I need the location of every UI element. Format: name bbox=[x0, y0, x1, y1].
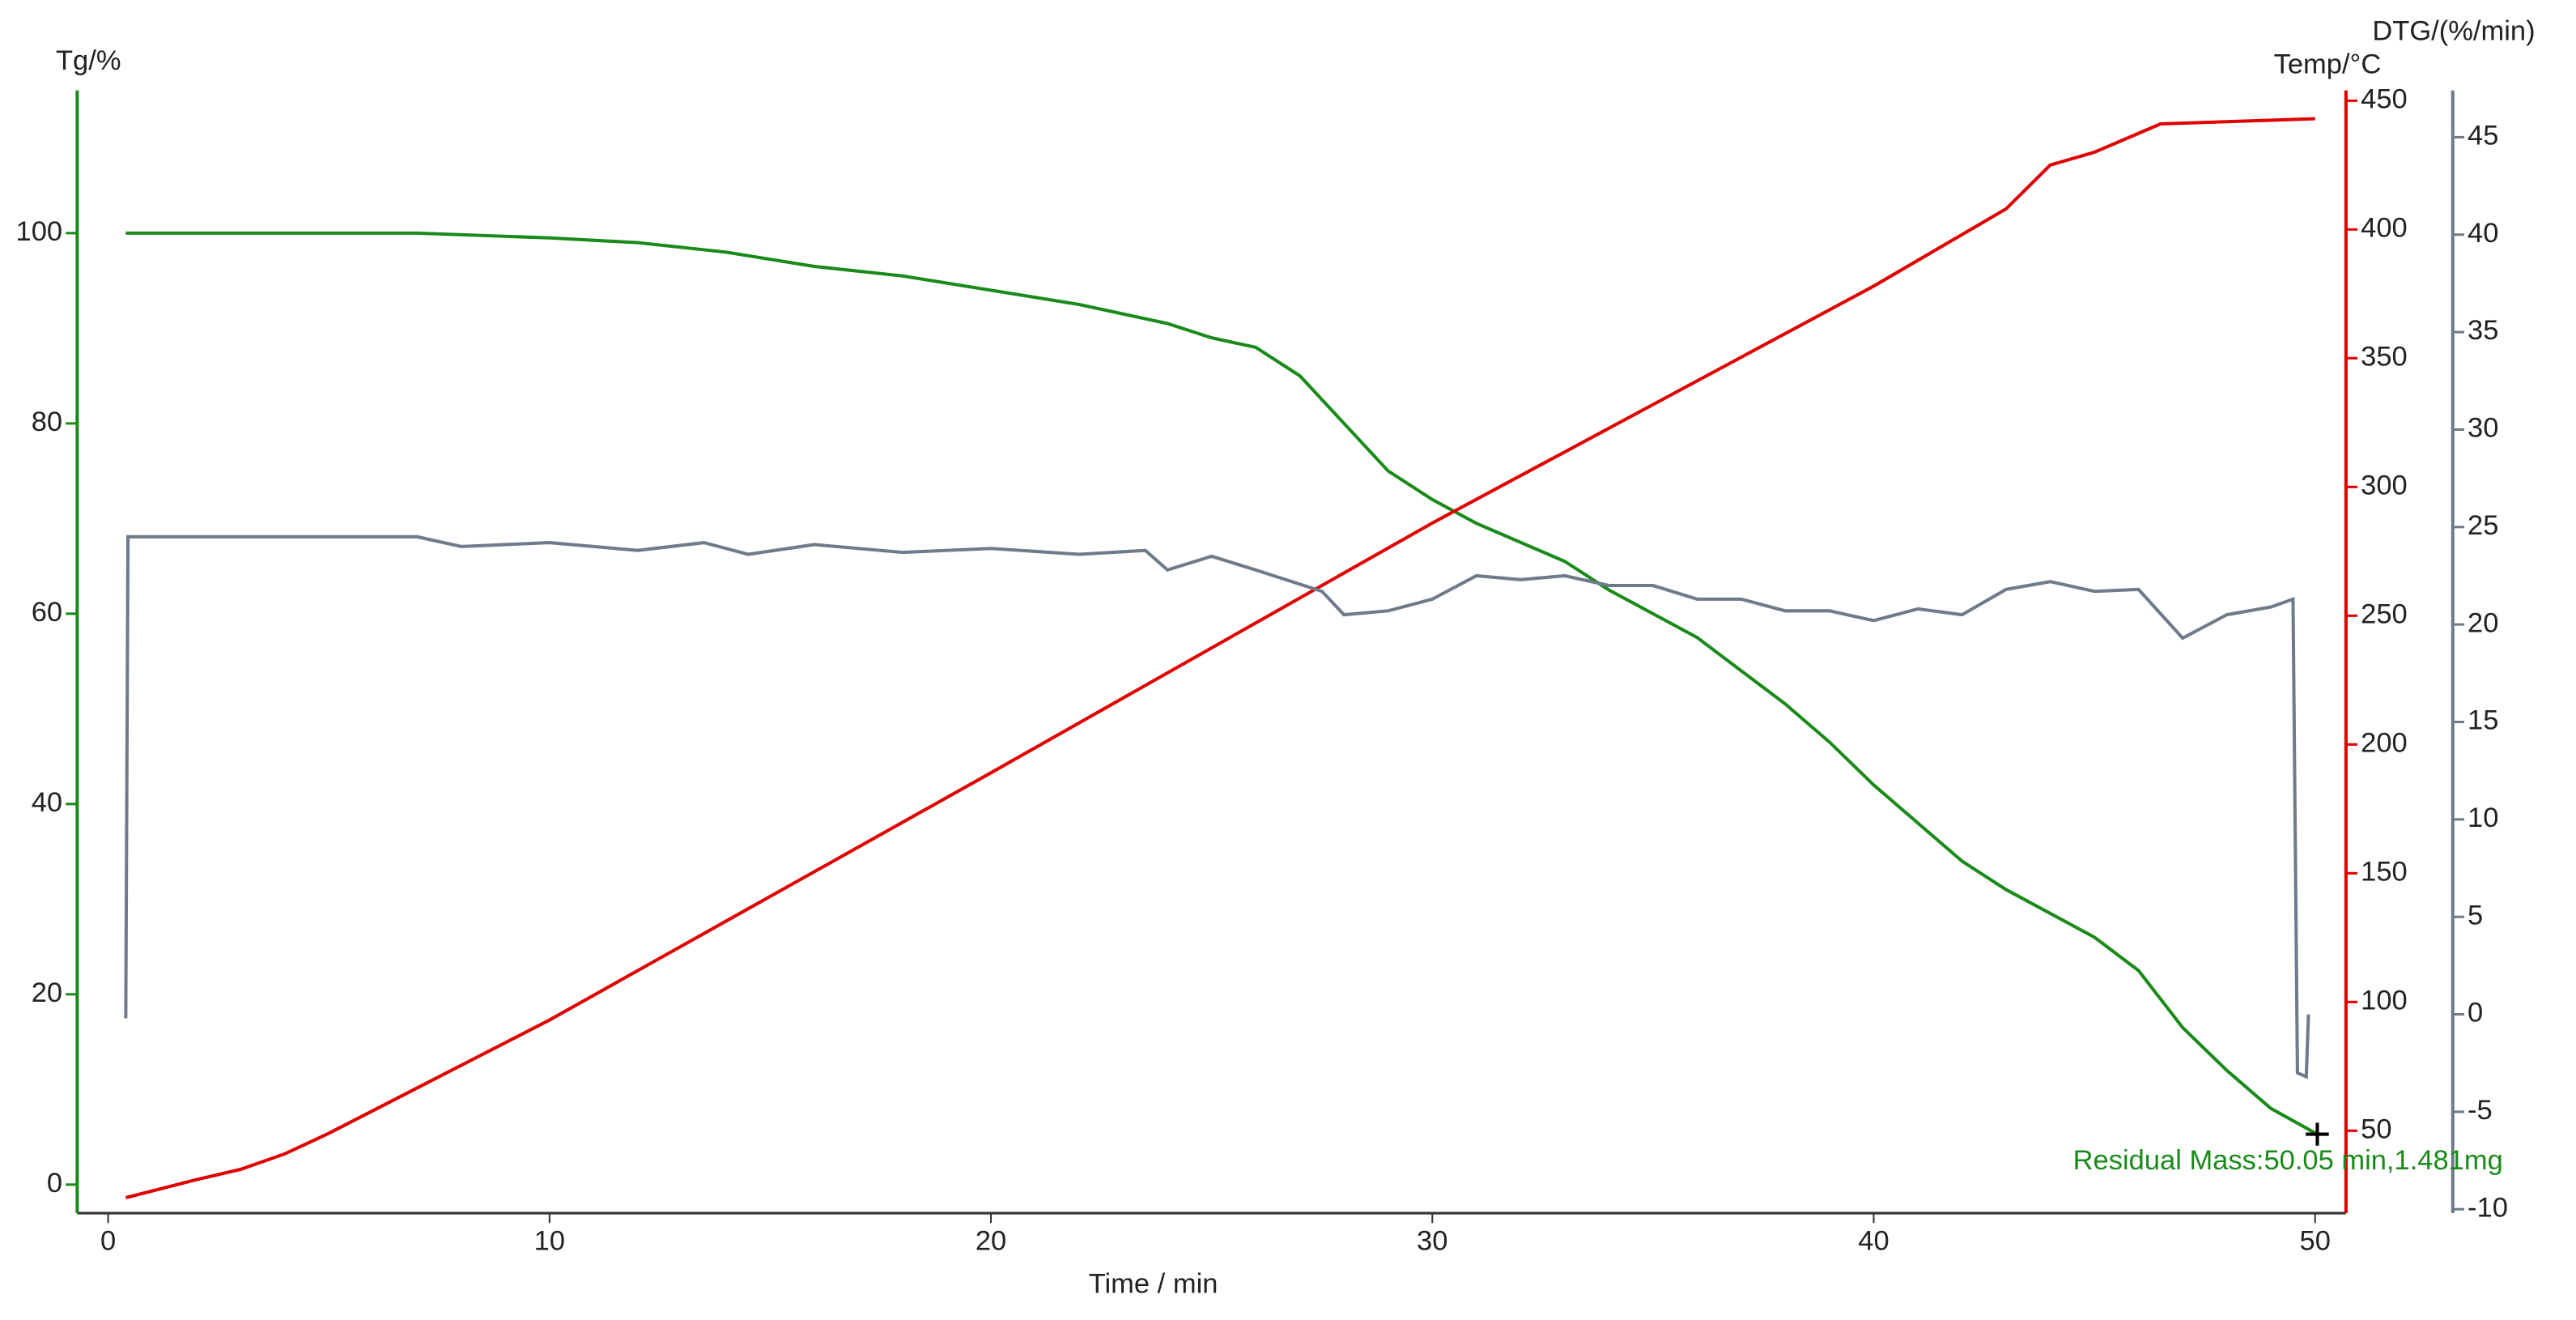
y3-tick-label: -5 bbox=[2468, 1095, 2493, 1126]
x-tick-label: 10 bbox=[534, 1226, 565, 1257]
y-tick-label: 0 bbox=[47, 1168, 62, 1199]
y2-tick-label: 100 bbox=[2361, 985, 2408, 1016]
x-tick-label: 0 bbox=[100, 1226, 116, 1257]
line-dtg bbox=[124, 534, 2310, 1079]
y2-tick-label: 200 bbox=[2361, 727, 2408, 758]
line-temp bbox=[125, 117, 2315, 1199]
y2-tick-label: 450 bbox=[2361, 83, 2408, 114]
line-tg bbox=[125, 231, 2319, 1136]
x-tick-label: 20 bbox=[976, 1226, 1006, 1257]
x-tick-label: 50 bbox=[2300, 1226, 2331, 1257]
y3-tick-label: 0 bbox=[2468, 998, 2483, 1028]
annotation-marker bbox=[2306, 1122, 2329, 1146]
y3-tick-label: 40 bbox=[2468, 218, 2498, 249]
y3-tick-label: 15 bbox=[2468, 705, 2498, 736]
x-tick-label: 30 bbox=[1417, 1226, 1447, 1257]
y-tick-label: 20 bbox=[32, 977, 62, 1008]
y2-tick-label: 350 bbox=[2361, 341, 2408, 372]
y3-tick-label: 5 bbox=[2468, 900, 2483, 930]
y2-tick-label: 150 bbox=[2361, 856, 2408, 887]
y3-tick-label: 20 bbox=[2468, 607, 2498, 638]
y2-tick-label: 400 bbox=[2361, 212, 2408, 243]
y3-tick-label: -10 bbox=[2468, 1192, 2508, 1223]
y3-axis-title: DTG/(%/min) bbox=[2372, 16, 2535, 47]
y-axis-title: Tg/% bbox=[56, 45, 121, 76]
y2-tick-label: 300 bbox=[2361, 470, 2408, 500]
y3-tick-label: 10 bbox=[2468, 803, 2498, 833]
y2-tick-label: 250 bbox=[2361, 598, 2408, 629]
y2-tick-label: 50 bbox=[2361, 1113, 2391, 1144]
y2-axis-title: Temp/°C bbox=[2274, 49, 2382, 79]
y-tick-label: 80 bbox=[32, 407, 62, 437]
y3-tick-label: 30 bbox=[2468, 413, 2498, 444]
y3-tick-label: 35 bbox=[2468, 315, 2498, 346]
x-axis-title: Time / min bbox=[1089, 1268, 1218, 1299]
y3-tick-label: 25 bbox=[2468, 510, 2498, 541]
y-tick-label: 60 bbox=[32, 597, 62, 628]
y-tick-label: 100 bbox=[16, 216, 63, 247]
y-tick-label: 40 bbox=[32, 787, 62, 818]
y3-tick-label: 45 bbox=[2468, 121, 2498, 151]
annotation-text: Residual Mass:50.05 min,1.481mg bbox=[2073, 1145, 2503, 1176]
x-tick-label: 40 bbox=[1858, 1226, 1889, 1257]
